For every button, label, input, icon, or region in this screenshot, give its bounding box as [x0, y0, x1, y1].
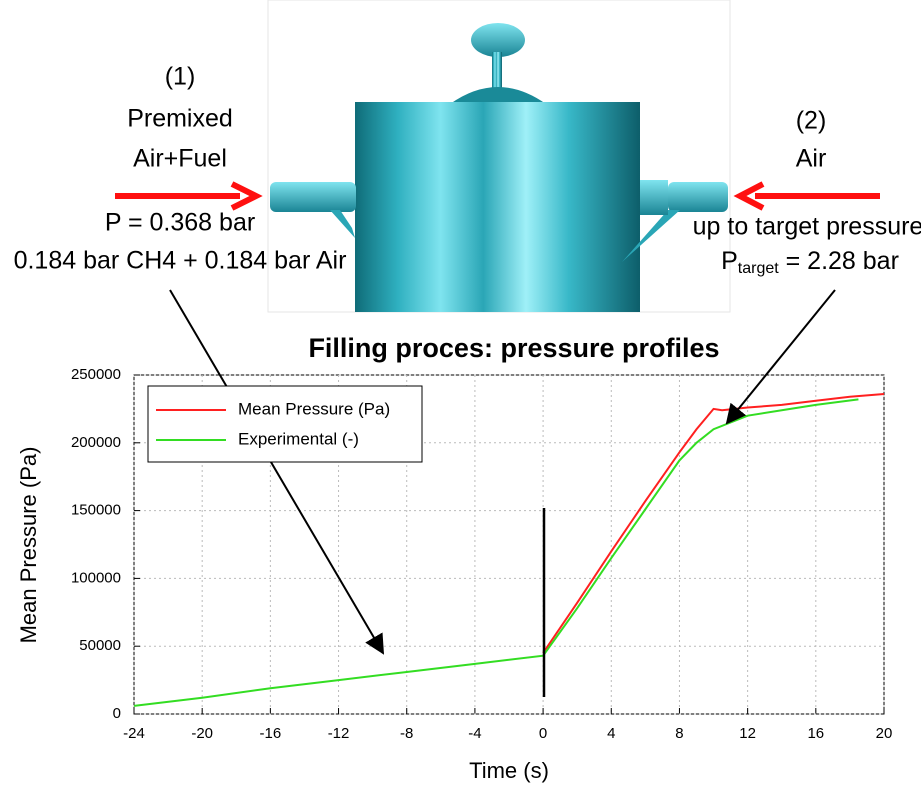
legend-label: Mean Pressure (Pa): [238, 399, 390, 418]
annotation-text: Premixed: [127, 105, 233, 133]
x-tick-label: -24: [123, 725, 145, 742]
inlet-arrows: [115, 181, 880, 211]
x-tick-label: 8: [675, 725, 683, 742]
annotation-text: 0.184 bar CH4 + 0.184 bar Air: [14, 247, 347, 275]
annotation-arrow: [169, 289, 385, 655]
x-tick-label: 4: [607, 725, 615, 742]
vessel-illustration: [267, 0, 731, 313]
x-tick-label: 20: [876, 725, 893, 742]
p-value: = 2.28 bar: [779, 247, 899, 275]
x-tick-label: -4: [468, 725, 481, 742]
y-tick-label: 150000: [71, 502, 121, 519]
x-tick-label: -16: [260, 725, 282, 742]
legend-label: Experimental (-): [238, 429, 359, 448]
annotation-arrow: [725, 289, 836, 425]
annotation-text: P = 0.368 bar: [105, 209, 255, 237]
annotation-text: Air: [796, 145, 827, 173]
chart-title: Filling proces: pressure profiles: [308, 333, 719, 363]
y-tick-label: 200000: [71, 434, 121, 451]
x-tick-label: -12: [328, 725, 350, 742]
y-tick-label: 0: [113, 705, 121, 722]
y-tick-label: 50000: [79, 637, 121, 654]
data-line: [133, 398, 859, 707]
y-axis-label: Mean Pressure (Pa): [16, 447, 41, 644]
x-tick-label: 12: [739, 725, 756, 742]
p-target-annotation: Ptarget = 2.28 bar: [721, 247, 899, 278]
annotation-text: (2): [796, 107, 827, 135]
x-tick-label: -20: [191, 725, 213, 742]
x-tick-label: 0: [539, 725, 547, 742]
annotation-text: (1): [165, 63, 196, 91]
annotation-text: Air+Fuel: [133, 145, 227, 173]
x-tick-label: 16: [807, 725, 824, 742]
legend: [147, 385, 423, 463]
x-tick-label: -8: [400, 725, 413, 742]
annotation-text: up to target pressure: [693, 213, 921, 241]
p-subscript: target: [738, 260, 779, 277]
x-axis-label: Time (s): [469, 758, 549, 783]
data-line: [542, 392, 885, 654]
p-symbol: P: [721, 247, 738, 275]
y-tick-label: 250000: [71, 366, 121, 383]
y-tick-label: 100000: [71, 569, 121, 586]
